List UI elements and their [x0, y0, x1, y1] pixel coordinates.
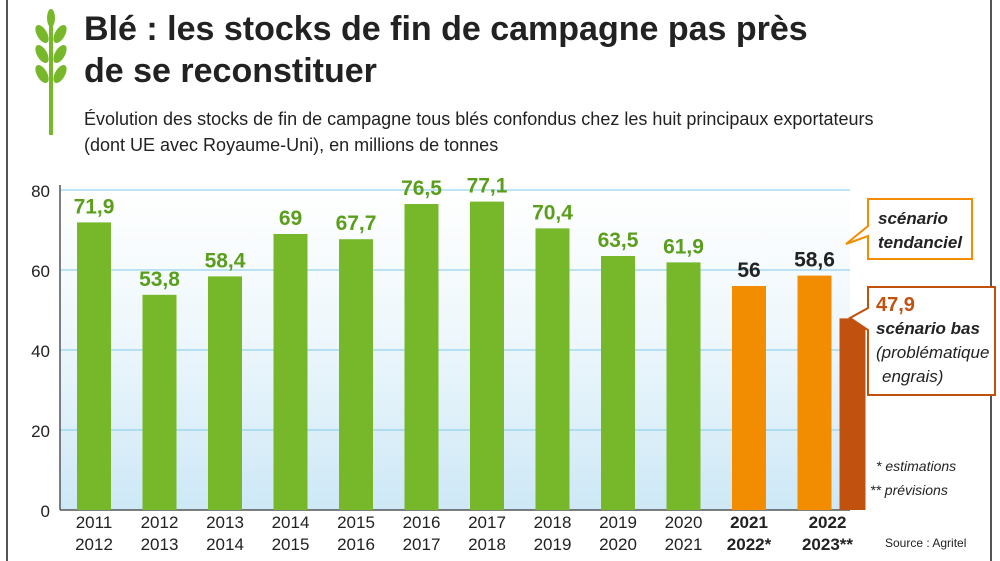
x-tick-label: 2013 — [141, 535, 179, 554]
y-tick-label: 0 — [41, 502, 50, 521]
source-label: Source : Agritel — [885, 536, 966, 550]
y-tick-label: 40 — [31, 342, 50, 361]
x-tick-label: 2021 — [730, 513, 768, 532]
y-tick-label: 60 — [31, 262, 50, 281]
tendanciel-line1: scénario — [878, 209, 948, 228]
chart-frame — [6, 0, 992, 561]
bar — [77, 222, 111, 510]
bar — [535, 228, 570, 510]
y-tick-label: 20 — [31, 422, 50, 441]
x-tick-label: 2012 — [75, 535, 113, 554]
x-tick-label: 2014 — [206, 535, 244, 554]
x-tick-label: 2011 — [76, 513, 113, 532]
x-tick-label: 2019 — [599, 513, 637, 532]
bar — [732, 286, 766, 510]
data-label: 71,9 — [74, 195, 115, 218]
x-tick-label: 2017 — [468, 513, 506, 532]
chart-title: Blé : les stocks de fin de campagne pas … — [84, 10, 808, 90]
x-tick-label: 2016 — [337, 535, 375, 554]
x-tick-label: 2014 — [272, 513, 310, 532]
x-tick-label: 2022* — [727, 535, 772, 554]
x-tick-label: 2012 — [141, 513, 179, 532]
y-tick-label: 80 — [31, 182, 50, 201]
bar — [601, 256, 635, 510]
x-tick-label: 2022 — [809, 513, 847, 532]
bas-callout — [848, 286, 996, 396]
bar — [273, 234, 308, 510]
x-tick-label: 2018 — [534, 513, 572, 532]
data-label: 67,7 — [336, 212, 377, 235]
bar-scenario-bas — [839, 318, 866, 510]
x-tick-label: 2013 — [206, 513, 244, 532]
bar — [208, 276, 242, 510]
x-tick-label: 2023** — [802, 535, 853, 554]
data-label: 63,5 — [598, 229, 639, 252]
footnote-estimations: * estimations — [876, 458, 956, 474]
bar — [339, 239, 373, 510]
data-label: 58,4 — [205, 249, 246, 272]
bar — [797, 275, 832, 510]
bas-value: 47,9 — [876, 294, 915, 316]
x-tick-label: 2021 — [665, 535, 703, 554]
bas-line1: scénario bas — [876, 319, 980, 338]
tendanciel-callout — [845, 198, 973, 260]
data-label: 61,9 — [663, 235, 704, 258]
footnote-previsions: ** prévisions — [870, 482, 948, 498]
x-tick-label: 2017 — [403, 535, 441, 554]
bas-line3: engrais) — [882, 367, 943, 386]
tendanciel-line2: tendanciel — [878, 233, 963, 252]
x-tick-label: 2020 — [665, 513, 703, 532]
data-label: 76,5 — [401, 177, 442, 200]
data-label: 58,6 — [794, 249, 835, 272]
x-tick-label: 2020 — [599, 535, 637, 554]
data-label: 70,4 — [532, 201, 573, 224]
data-label: 69 — [279, 207, 302, 230]
x-tick-label: 2016 — [403, 513, 441, 532]
data-label: 77,1 — [467, 175, 508, 198]
bas-line2: (problématique — [876, 343, 989, 362]
wheat-icon — [35, 9, 67, 135]
bar — [404, 204, 439, 510]
bar — [470, 201, 504, 510]
bar — [666, 262, 701, 510]
chart-subtitle: Évolution des stocks de fin de campagne … — [84, 109, 874, 155]
x-tick-label: 2015 — [272, 535, 310, 554]
x-tick-label: 2019 — [534, 535, 572, 554]
data-label: 56 — [737, 259, 760, 282]
x-tick-label: 2018 — [468, 535, 506, 554]
data-label: 53,8 — [139, 268, 180, 291]
bar — [142, 294, 177, 510]
x-tick-label: 2015 — [337, 513, 375, 532]
